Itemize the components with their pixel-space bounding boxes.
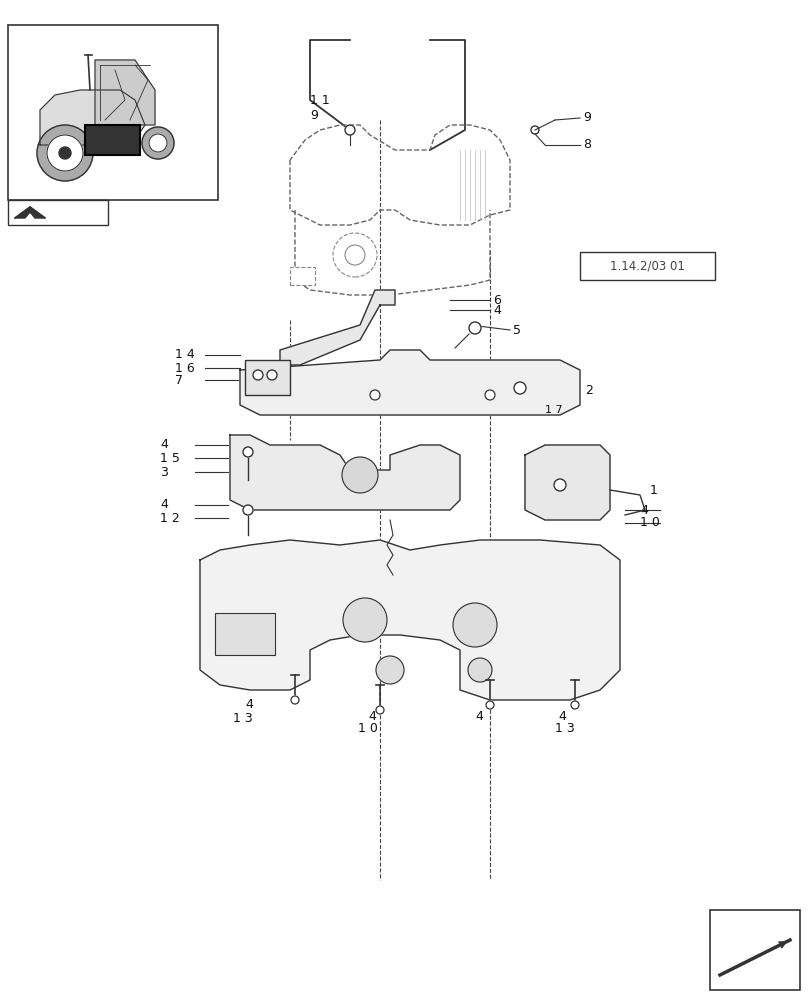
Text: 2: 2 [584, 383, 592, 396]
Bar [579, 252, 714, 280]
Text: 4: 4 [367, 710, 375, 722]
Text: 1 0: 1 0 [639, 516, 659, 530]
Circle shape [142, 127, 174, 159]
Bar [215, 613, 275, 655]
Circle shape [59, 147, 71, 159]
Circle shape [37, 125, 93, 181]
Polygon shape [525, 445, 609, 520]
Circle shape [375, 656, 404, 684]
Circle shape [342, 598, 387, 642]
Polygon shape [95, 60, 155, 125]
Text: 1 3: 1 3 [554, 721, 574, 734]
Circle shape [253, 370, 263, 380]
Text: 1 6: 1 6 [175, 361, 195, 374]
Polygon shape [15, 207, 45, 218]
Text: 4: 4 [492, 304, 500, 316]
Circle shape [570, 701, 578, 709]
Polygon shape [280, 290, 394, 365]
Text: 1 7: 1 7 [544, 405, 562, 415]
Bar [245, 360, 290, 395]
Polygon shape [230, 435, 460, 510]
Text: 1 5: 1 5 [160, 452, 180, 464]
Text: 1 2: 1 2 [160, 512, 179, 524]
Text: 3: 3 [160, 466, 168, 479]
Circle shape [530, 126, 539, 134]
Polygon shape [240, 350, 579, 415]
Circle shape [242, 447, 253, 457]
Circle shape [341, 457, 378, 493]
Bar [709, 910, 799, 990]
Bar [85, 125, 139, 155]
Bar [8, 200, 108, 225]
Bar [8, 25, 217, 200]
Circle shape [242, 505, 253, 515]
Circle shape [47, 135, 83, 171]
Text: 1 4: 1 4 [175, 349, 195, 361]
Circle shape [513, 382, 526, 394]
Polygon shape [40, 90, 145, 145]
Text: 1: 1 [649, 484, 657, 496]
Circle shape [375, 706, 384, 714]
Circle shape [333, 233, 376, 277]
Circle shape [345, 245, 365, 265]
Circle shape [148, 134, 167, 152]
Text: 6: 6 [492, 294, 500, 306]
Text: 1 3: 1 3 [233, 711, 252, 724]
Circle shape [453, 603, 496, 647]
Text: 4: 4 [474, 710, 483, 722]
Text: 9: 9 [310, 109, 317, 122]
Text: 1 0: 1 0 [358, 721, 377, 734]
Circle shape [345, 125, 354, 135]
Polygon shape [200, 540, 620, 700]
Text: 4: 4 [245, 698, 252, 711]
Text: 9: 9 [582, 111, 590, 124]
Circle shape [267, 370, 277, 380]
Circle shape [290, 696, 298, 704]
Circle shape [484, 390, 495, 400]
Text: 4: 4 [160, 498, 168, 512]
Text: 1.14.2/03 01: 1.14.2/03 01 [609, 259, 684, 272]
Text: 1 1: 1 1 [310, 94, 329, 107]
Circle shape [370, 390, 380, 400]
Text: 5: 5 [513, 324, 521, 336]
Text: 8: 8 [582, 138, 590, 151]
Text: 4: 4 [557, 710, 565, 722]
Text: 4: 4 [160, 438, 168, 452]
Circle shape [553, 479, 565, 491]
Text: 4: 4 [639, 504, 647, 516]
Circle shape [467, 658, 491, 682]
Bar [290, 267, 315, 285]
Text: 7: 7 [175, 373, 182, 386]
Circle shape [486, 701, 493, 709]
Circle shape [469, 322, 480, 334]
